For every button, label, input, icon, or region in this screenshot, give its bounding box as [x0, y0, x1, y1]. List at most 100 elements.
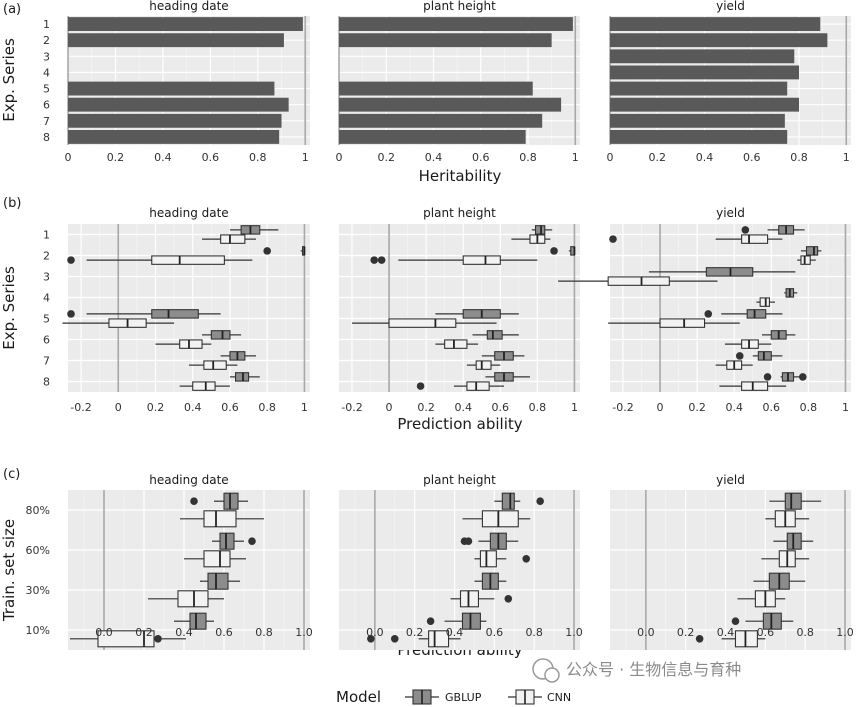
bar	[68, 97, 289, 112]
box-iqr	[220, 234, 246, 244]
panel-background	[68, 224, 310, 392]
facet-title: heading date	[149, 473, 228, 487]
x-tick-label: 1.0	[836, 626, 854, 639]
y-tick-label: 4	[43, 292, 50, 305]
box-gblup-10%	[426, 612, 487, 630]
box-gblup-7	[481, 351, 525, 361]
x-tick-label: 1	[571, 401, 578, 414]
y-axis-title: Exp. Series	[0, 266, 18, 350]
box-cnn-5	[351, 318, 497, 328]
box-gblup-60%	[212, 532, 256, 550]
box-iqr	[177, 590, 209, 608]
box-gblup-6	[202, 330, 242, 340]
watermark-text: 公众号 · 生物信息与育种	[566, 660, 741, 679]
box-gblup-30%	[753, 572, 806, 590]
bar	[68, 17, 303, 31]
x-tick-label: 0	[386, 401, 393, 414]
legend-title: Model	[336, 688, 381, 706]
x-axis-title: Prediction ability	[397, 415, 522, 433]
facet-0-2	[609, 16, 851, 145]
box-cnn-60%	[474, 550, 531, 568]
panel-background	[68, 490, 310, 650]
box-iqr	[534, 225, 546, 235]
x-tick-label: -0.2	[341, 401, 362, 414]
x-tick-label: 0.8	[796, 626, 814, 639]
box-cnn-1	[202, 234, 257, 244]
x-tick-label: 0.0	[637, 626, 655, 639]
facet-title: yield	[716, 0, 745, 13]
legend-label: GBLUP	[445, 691, 482, 704]
facet-1-1	[339, 224, 580, 392]
outlier-point	[426, 617, 435, 625]
box-iqr	[203, 550, 231, 568]
bar	[339, 113, 543, 128]
bar	[339, 17, 573, 31]
box-cnn-10%	[695, 630, 766, 648]
bar	[610, 97, 800, 112]
y-axis-title: Exp. Series	[0, 38, 18, 122]
outlier-point	[248, 537, 256, 545]
box-iqr	[444, 339, 468, 349]
box-iqr	[607, 276, 670, 286]
x-tick-label: 0.2	[649, 151, 667, 164]
outlier-point	[390, 635, 399, 643]
panel-tag: (c)	[3, 467, 20, 482]
box-cnn-10%	[367, 630, 461, 648]
box-iqr	[203, 360, 227, 370]
y-tick-label: 7	[43, 355, 50, 368]
box-iqr	[784, 492, 802, 510]
x-tick-label: 0.2	[677, 626, 695, 639]
facet-2-2	[610, 490, 851, 650]
box-iqr	[786, 532, 802, 550]
x-tick-label: 1	[842, 401, 849, 414]
bar	[339, 130, 526, 144]
box-gblup-60%	[460, 532, 519, 550]
box-iqr	[757, 351, 772, 361]
x-tick-label: 0.6	[202, 151, 220, 164]
outlier-point	[731, 617, 740, 625]
x-tick-label: 0.2	[688, 401, 706, 414]
facet-0-1	[338, 16, 580, 145]
box-iqr	[800, 255, 811, 265]
x-tick-label: 0.8	[255, 626, 273, 639]
y-tick-label: 6	[43, 334, 50, 347]
x-tick-label: 0.4	[696, 151, 714, 164]
box-iqr	[207, 572, 229, 590]
box-cnn-5	[62, 318, 175, 328]
outlier-point	[735, 352, 744, 360]
outlier-point	[367, 635, 375, 643]
x-tick-label: 0.8	[519, 151, 537, 164]
outlier-point	[377, 256, 386, 264]
outlier-point	[504, 595, 513, 603]
box-gblup-1	[531, 225, 553, 235]
box-cnn-60%	[184, 550, 246, 568]
x-tick-label: 0.6	[472, 151, 490, 164]
box-gblup-1	[229, 225, 279, 235]
box-gblup-80%	[769, 492, 822, 510]
x-tick-label: 1	[572, 151, 579, 164]
outlier-point	[67, 310, 75, 318]
y-tick-label: 3	[43, 271, 50, 284]
outlier-point	[609, 235, 617, 243]
box-cnn-7	[466, 360, 501, 370]
panel-background	[339, 224, 580, 392]
x-tick-label: 0.2	[378, 151, 396, 164]
facet-title: yield	[716, 473, 745, 487]
bar	[610, 17, 821, 31]
box-gblup-2	[263, 246, 306, 256]
box-gblup-3	[648, 267, 796, 277]
x-tick-label: 0.6	[221, 401, 239, 414]
box-cnn-7	[189, 360, 238, 370]
bar	[610, 49, 795, 64]
x-tick-label: 0.2	[107, 151, 125, 164]
y-tick-label: 6	[43, 99, 50, 112]
box-cnn-3	[558, 276, 718, 286]
bar	[339, 97, 562, 112]
box-cnn-4	[756, 297, 775, 307]
outlier-point	[370, 256, 379, 264]
box-iqr	[203, 510, 237, 528]
y-tick-label: 3	[43, 50, 50, 63]
x-tick-label: 0.4	[446, 626, 464, 639]
watermark: 公众号 · 生物信息与育种	[532, 658, 741, 683]
y-tick-label: 80%	[26, 504, 50, 517]
